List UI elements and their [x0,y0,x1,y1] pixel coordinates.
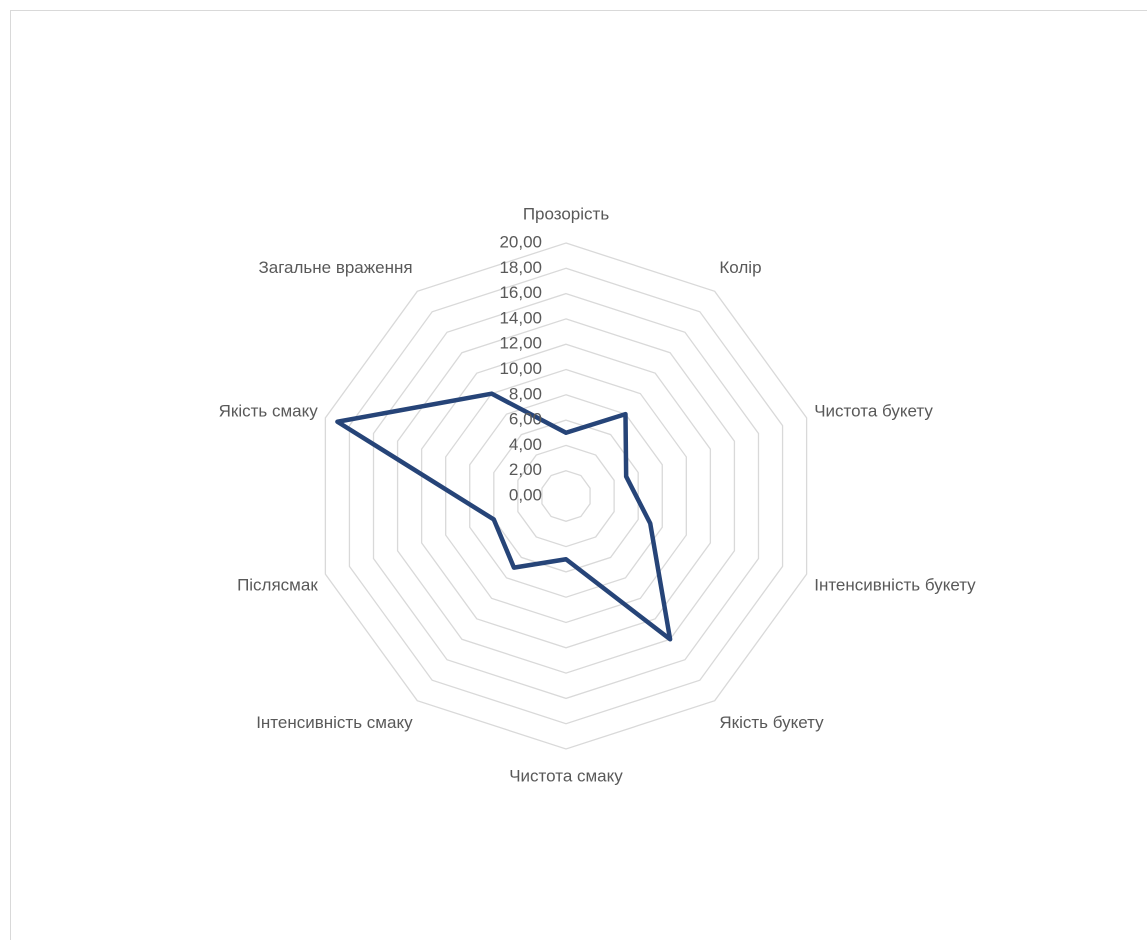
category-label: Колір [719,258,761,277]
y-tick-label: 18,00 [499,258,542,277]
grid-ring [493,419,639,573]
category-label: Загальне враження [258,258,412,277]
y-tick-label: 2,00 [509,460,542,479]
series-line [335,391,673,642]
grid-ring [324,242,808,750]
grid-ring [372,292,760,700]
grid-ring [396,318,736,674]
labels: 0,00 2,00 4,00 6,00 8,00 10,00 12,00 14,00 16,00… [219,204,977,785]
category-label: Якість букету [719,713,824,732]
category-label: Інтенсивність букету [814,575,976,594]
y-tick-label: 12,00 [499,334,542,353]
grid-ring [420,343,712,649]
category-label: Прозорість [523,204,610,223]
y-tick-label: 4,00 [509,435,542,454]
y-tick-label: 8,00 [509,384,542,403]
grid [324,242,808,750]
y-tick-label: 14,00 [499,308,542,327]
y-tick-label: 20,00 [499,232,542,251]
category-label: Чистота смаку [509,766,623,785]
grid-ring [469,394,663,598]
category-label: Чистота букету [814,402,933,421]
y-tick-label: 10,00 [499,359,542,378]
grid-ring [541,470,591,522]
y-tick-label: 6,00 [509,410,542,429]
category-label: Інтенсивність смаку [256,713,413,732]
grid-ring [348,267,784,725]
category-label: Післясмак [237,575,318,594]
plot [335,391,673,642]
y-tick-label: 16,00 [499,283,542,302]
grid-ring [517,444,615,548]
grid-ring [445,368,687,624]
y-tick-label: 0,00 [509,485,542,504]
category-label: Якість смаку [219,402,319,421]
